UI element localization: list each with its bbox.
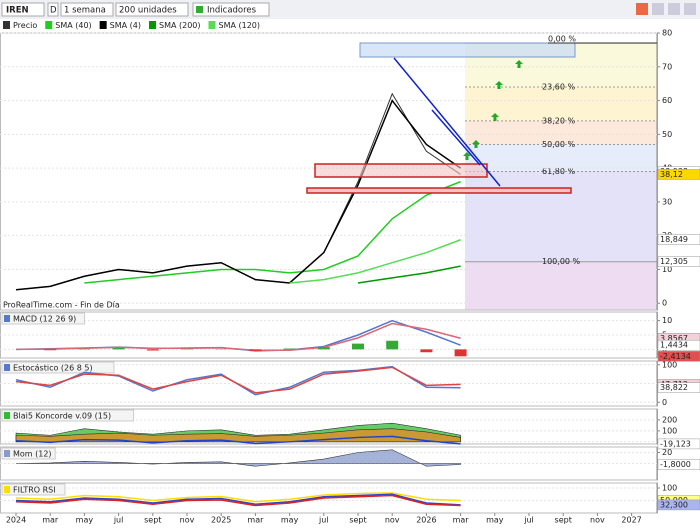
indicators-icon [196,6,203,13]
toolbar: IREN D 1 semana 200 unidades Indicadores [0,0,700,19]
x-tick-label: may [486,516,504,525]
y-tick-label: 70 [662,62,672,71]
symbol[interactable]: IREN [6,6,29,16]
histogram-bar [352,344,364,350]
fib-label: 0,00 % [548,35,576,44]
y-tick-label: 10 [662,316,672,325]
histogram-bar [284,349,296,350]
legend-entry: Precio [13,21,37,30]
histogram-bar [420,349,432,352]
x-tick-label: nov [180,516,195,525]
x-tick-label: 2027 [621,516,641,525]
value-tag-label: 12,305 [660,257,688,266]
panel-title: Blai5 Koncorde v.09 (15) [13,412,111,421]
legend-entry: SMA (40) [55,21,91,30]
value-tag-label: 18,849 [660,235,688,244]
legend-entry: SMA (4) [110,21,141,30]
legend-swatch [45,21,52,29]
panel-title: MACD (12 26 9) [13,315,76,324]
value-tag-label: 1,4434 [660,341,688,350]
y-tick-label: 100 [662,426,677,435]
y-tick-label: 0 [662,299,667,308]
x-tick-label: may [76,516,94,525]
value-tag-label: 32,300 [660,500,688,509]
x-tick-label: nov [590,516,605,525]
drawing-tool [307,188,571,193]
y-tick-label: 20 [662,448,672,457]
footer-text: ProRealTime.com - Fin de Día [3,301,120,310]
x-tick-label: mar [42,516,59,525]
alert-button[interactable] [636,3,648,15]
fib-zone [465,172,657,262]
tool-button[interactable] [668,3,680,15]
tool-button[interactable] [684,3,696,15]
panel-icon [4,364,10,371]
histogram-bar [386,341,398,350]
histogram-bar [249,349,261,351]
fib-label: 38,20 % [542,116,575,125]
tool-button[interactable] [652,3,664,15]
fib-label: 100,00 % [542,257,581,266]
x-tick-label: jul [318,516,329,525]
panel-icon [4,486,10,493]
histogram-bar [44,349,56,350]
value-tag-label: 38,822 [660,383,688,392]
y-tick-label: 50 [662,130,672,139]
x-tick-label: jul [523,516,534,525]
drawing-tool [360,43,575,57]
histogram-bar [147,349,159,350]
period[interactable]: 1 semana [64,6,106,16]
y-tick-label: 60 [662,96,672,105]
histogram-bar [455,349,467,356]
y-tick-label: 200 [662,415,677,424]
legend-entry: SMA (200) [159,21,201,30]
x-tick-label: may [281,516,299,525]
panel-icon [4,315,10,322]
histogram-bar [181,349,193,350]
legend-entry: SMA (120) [219,21,261,30]
indicators[interactable]: Indicadores [207,6,257,16]
y-tick-label: 0 [662,398,667,407]
x-tick-label: 2025 [211,516,231,525]
x-tick-label: mar [247,516,264,525]
panel-title: Mom (12) [13,450,52,459]
y-tick-label: 100 [662,360,677,369]
x-tick-label: nov [385,516,400,525]
x-tick-label: sept [349,516,366,525]
legend-swatch [149,21,156,29]
x-tick-label: jul [113,516,124,525]
x-tick-label: sept [144,516,161,525]
drawing-tool [315,164,487,177]
fib-label: 50,00 % [542,140,575,149]
fib-label: 23,60 % [542,83,575,92]
panel-title: FILTRO RSI [13,486,56,495]
panel-title: Estocástico (26 8 5) [13,364,93,373]
value-tag-label: -1,8000 [660,460,691,469]
legend-swatch [209,21,216,29]
y-tick-label: 30 [662,197,672,206]
x-tick-label: 2024 [6,516,26,525]
histogram-bar [318,347,330,349]
legend-swatch [100,21,107,29]
fib-label: 61,80 % [542,167,575,176]
panel-icon [4,412,10,419]
panel-icon [4,450,10,457]
value-tag-label: 38,12 [660,170,683,179]
y-tick-label: 80 [662,29,672,38]
legend-swatch [3,21,10,29]
x-tick-label: 2026 [416,516,436,525]
x-tick-label: sept [555,516,572,525]
histogram-bar [113,348,125,349]
mode[interactable]: D [50,6,57,16]
x-tick-label: mar [453,516,470,525]
y-tick-label: 100 [662,484,677,493]
histogram-bar [78,349,90,350]
units[interactable]: 200 unidades [119,6,177,16]
